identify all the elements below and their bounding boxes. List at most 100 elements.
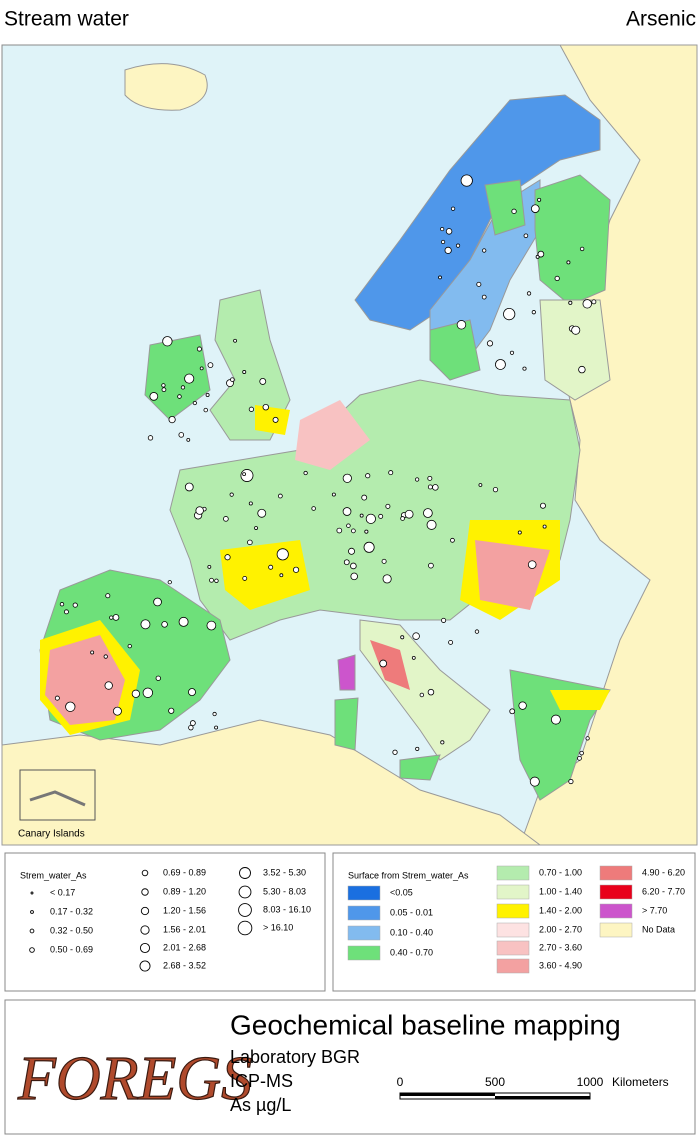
sample-point (448, 639, 454, 645)
surface-legend-label: No Data (642, 924, 675, 934)
scale-segment (495, 1096, 590, 1099)
sample-point (242, 472, 247, 477)
map: Canary Islands (1, 44, 698, 846)
sample-point (199, 366, 204, 371)
scale-tick-label: 500 (485, 1075, 505, 1089)
sample-point (161, 383, 166, 388)
sample-point (184, 373, 195, 384)
sample-point (511, 208, 517, 214)
sample-point (578, 365, 586, 374)
sample-point (178, 432, 185, 438)
sample-point (388, 470, 394, 476)
surface-legend-label: 6.20 - 7.70 (642, 886, 685, 896)
sample-point (207, 362, 214, 369)
point-legend-label: 8.03 - 16.10 (263, 904, 311, 914)
sample-point (400, 516, 405, 521)
sample-point (214, 725, 219, 730)
sample-point (203, 407, 208, 413)
finland (534, 174, 611, 306)
sicily (399, 754, 441, 781)
sample-point (527, 560, 537, 569)
size-symbol (238, 903, 252, 917)
surface-legend-label: 0.10 - 0.40 (390, 927, 433, 937)
sample-point (103, 654, 108, 659)
sample-point (450, 537, 455, 543)
sample-point (571, 325, 581, 335)
sample-point (481, 294, 487, 300)
surface-legend-label: 2.70 - 3.60 (539, 942, 582, 952)
size-symbol (140, 925, 150, 935)
sample-point (167, 580, 172, 585)
size-symbol (140, 906, 150, 916)
italy-red (370, 640, 410, 690)
sample-point (440, 226, 445, 232)
point-legend: < 0.17 0.17 - 0.32 0.32 - 0.50 0.50 - 0.69 0… (29, 867, 311, 972)
inset-frame (19, 769, 96, 821)
sample-point (184, 482, 194, 492)
sample-point (342, 507, 352, 516)
sample-point (492, 487, 499, 493)
sample-point (482, 248, 487, 253)
sample-point (131, 689, 141, 698)
surface-legend-label: 3.60 - 4.90 (539, 960, 582, 970)
size-symbol (30, 910, 34, 914)
sample-point (272, 416, 279, 423)
sample-point (450, 206, 456, 211)
sample-point (363, 541, 375, 553)
sample-point (180, 385, 186, 390)
sample-point (342, 473, 352, 483)
sample-point (277, 493, 283, 499)
sample-point (517, 530, 522, 535)
sample-point (205, 392, 210, 397)
sample-point (248, 501, 253, 506)
size-symbol (141, 888, 149, 896)
sample-point (427, 484, 433, 490)
sample-point (336, 527, 343, 534)
sample-point (423, 508, 433, 518)
color-swatch (496, 958, 530, 974)
sample-point (456, 320, 467, 330)
sample-point (177, 394, 182, 399)
sample-point (365, 473, 371, 479)
sample-point (311, 506, 316, 511)
sample-point (254, 526, 258, 530)
sample-point (577, 756, 582, 761)
sample-point (195, 506, 204, 515)
sample-point (411, 656, 416, 660)
britain-yellow (255, 405, 290, 435)
sample-point (104, 681, 113, 690)
point-legend-label: 5.30 - 8.03 (263, 886, 306, 896)
sample-point (212, 711, 217, 717)
sample-point (537, 197, 542, 202)
size-symbol (29, 947, 35, 953)
sample-point (303, 470, 308, 476)
sample-point (445, 228, 453, 235)
footer-line: Laboratory BGR (230, 1047, 360, 1067)
size-symbol (30, 891, 34, 895)
sample-point (579, 750, 584, 756)
surface-legend-label: 4.90 - 6.20 (642, 867, 685, 877)
sample-point (476, 281, 482, 287)
point-legend-label: 0.89 - 1.20 (163, 886, 206, 896)
sample-point (242, 575, 248, 581)
sample-point (206, 620, 217, 631)
sample-point (109, 615, 114, 620)
sample-point (432, 484, 439, 491)
surface-legend-label: 0.40 - 0.70 (390, 947, 433, 957)
benelux (295, 400, 370, 470)
sample-point (526, 291, 532, 296)
sample-point (474, 629, 480, 634)
footer-line: As µg/L (230, 1095, 291, 1115)
color-swatch (496, 884, 530, 900)
sample-point (192, 400, 197, 406)
sample-point (582, 299, 592, 309)
sample-point (90, 650, 95, 655)
sample-point (427, 688, 435, 696)
sample-point (542, 524, 547, 529)
size-symbol (141, 869, 149, 877)
sample-point (161, 621, 168, 628)
point-legend-frame (4, 852, 326, 992)
point-legend-label: 0.17 - 0.32 (50, 906, 93, 916)
surface-legend-label: 0.70 - 1.00 (539, 867, 582, 877)
sample-point (214, 578, 219, 583)
